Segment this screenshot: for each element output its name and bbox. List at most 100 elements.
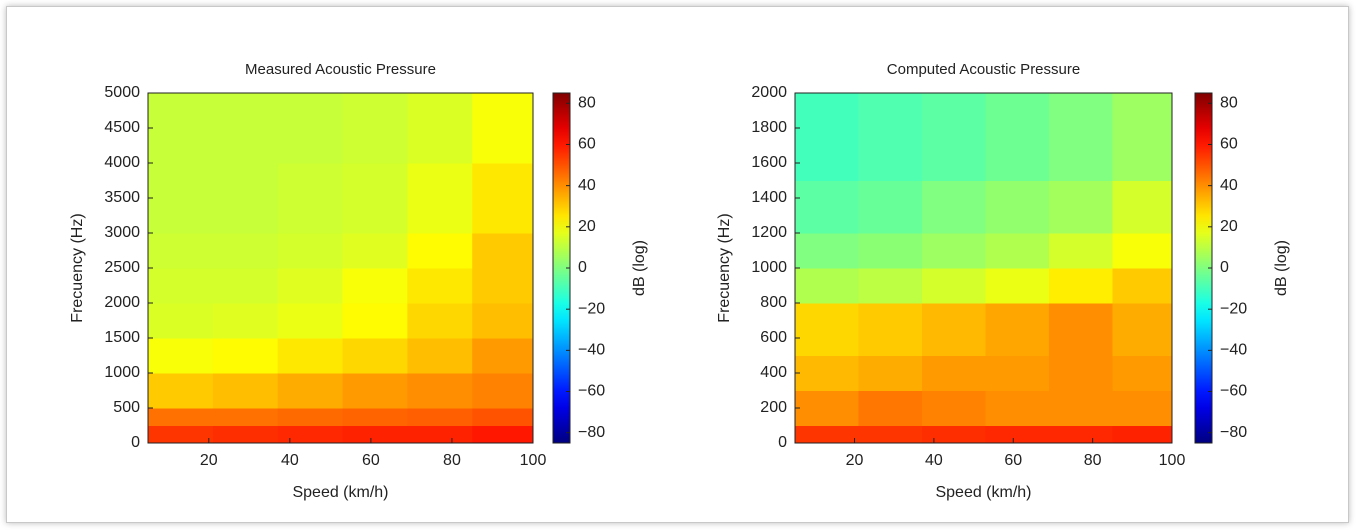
heatmap-cell — [212, 233, 279, 269]
colorbar-tick-label: 80 — [1220, 95, 1238, 112]
x-tick-label: 20 — [846, 452, 864, 469]
heatmap-cell — [407, 425, 473, 444]
heatmap-cell — [858, 425, 923, 444]
heatmap-cell — [795, 390, 859, 426]
colorbar-label: dB (log) — [631, 240, 648, 296]
x-tick-label: 40 — [925, 452, 943, 469]
heatmap-cell — [212, 373, 279, 409]
heatmap-cell — [407, 373, 473, 409]
y-tick-label: 1800 — [751, 119, 787, 136]
y-axis-label: Frecuency (Hz) — [716, 213, 733, 322]
y-tick-label: 0 — [131, 434, 140, 451]
colorbar-tick-label: 40 — [1220, 177, 1238, 194]
heatmap-cell — [858, 390, 923, 426]
x-tick-label: 60 — [1004, 452, 1022, 469]
heatmap-cell — [472, 338, 534, 374]
heatmap-cell — [1048, 180, 1113, 234]
heatmap-cell — [985, 233, 1050, 269]
x-axis-label: Speed (km/h) — [292, 484, 388, 501]
y-tick-label: 200 — [760, 399, 787, 416]
heatmap-cell — [795, 233, 859, 269]
x-tick-label: 20 — [200, 452, 218, 469]
colorbar-tick-label: −20 — [1220, 300, 1247, 317]
heatmap-cell — [212, 268, 279, 304]
heatmap-cell — [795, 355, 859, 391]
heatmap-cell — [342, 268, 408, 304]
colorbar-tick-label: 60 — [1220, 136, 1238, 153]
heatmap-cell — [858, 233, 923, 269]
heatmap-cell — [1048, 355, 1113, 391]
y-tick-label: 3000 — [104, 224, 140, 241]
heatmap-cell — [212, 408, 279, 426]
heatmap-cell — [277, 338, 344, 374]
y-tick-label: 4500 — [104, 119, 140, 136]
x-tick-label: 100 — [1159, 452, 1186, 469]
heatmap-cell — [858, 303, 923, 356]
heatmap-cell — [1112, 355, 1173, 391]
heatmap-cell — [277, 93, 344, 164]
heatmap-cell — [1112, 425, 1173, 444]
heatmap-cell — [212, 163, 279, 234]
heatmap-cell — [342, 303, 408, 339]
y-tick-label: 2000 — [104, 294, 140, 311]
colorbar-tick-label: −60 — [1220, 383, 1247, 400]
y-tick-label: 1600 — [751, 154, 787, 171]
heatmap-cell — [277, 268, 344, 304]
heatmap-cell — [342, 425, 408, 444]
heatmap-cell — [985, 93, 1050, 181]
heatmap-cell — [472, 163, 534, 234]
colorbar-tick-label: −80 — [1220, 424, 1247, 441]
heatmap-cell — [342, 408, 408, 426]
heatmap-cell — [472, 303, 534, 339]
heatmap-cell — [148, 233, 214, 269]
heatmap-cell — [342, 163, 408, 234]
y-tick-label: 800 — [760, 294, 787, 311]
heatmap-cell — [858, 180, 923, 234]
heatmap-cell — [1048, 93, 1113, 181]
heatmap-cell — [472, 268, 534, 304]
heatmap-cell — [921, 390, 986, 426]
heatmap-cell — [1048, 233, 1113, 269]
heatmap-cell — [472, 373, 534, 409]
heatmap-cell — [277, 425, 344, 444]
heatmap-cell — [277, 163, 344, 234]
heatmap-cell — [1112, 303, 1173, 356]
heatmap-cell — [407, 303, 473, 339]
heatmap-cell — [342, 338, 408, 374]
heatmap-cell — [407, 163, 473, 234]
y-tick-label: 1000 — [104, 364, 140, 381]
heatmap-cell — [1048, 303, 1113, 356]
colorbar-tick-label: 20 — [578, 218, 596, 235]
figure-frame: Measured Acoustic Pressure Speed (km/h) Fr… — [6, 6, 1349, 523]
heatmap-cell — [342, 93, 408, 164]
heatmap-cell — [148, 268, 214, 304]
heatmap-cell — [858, 93, 923, 181]
heatmap-cell — [407, 233, 473, 269]
x-tick-label: 80 — [1084, 452, 1102, 469]
x-tick-label: 80 — [443, 452, 461, 469]
heatmap-cell — [921, 425, 986, 444]
heatmap-cell — [342, 373, 408, 409]
colorbar-tick-label: 40 — [578, 177, 596, 194]
colorbar-tick-label: −20 — [578, 300, 605, 317]
heatmap-cell — [795, 180, 859, 234]
y-tick-label: 1400 — [751, 189, 787, 206]
heatmap-cell — [1112, 390, 1173, 426]
x-tick-label: 60 — [362, 452, 380, 469]
heatmap-cell — [795, 268, 859, 304]
heatmap-cell — [858, 268, 923, 304]
heatmap-cell — [921, 268, 986, 304]
y-tick-label: 0 — [778, 434, 787, 451]
colorbar-tick-label: −40 — [578, 342, 605, 359]
heatmap-cell — [985, 390, 1050, 426]
y-tick-label: 4000 — [104, 154, 140, 171]
heatmap-cell — [472, 233, 534, 269]
y-axis-label: Frecuency (Hz) — [69, 213, 86, 322]
y-tick-label: 1500 — [104, 329, 140, 346]
heatmap-cell — [212, 93, 279, 164]
heatmap-cell — [472, 93, 534, 164]
heatmap-cell — [148, 408, 214, 426]
heatmap-cell — [921, 233, 986, 269]
heatmap-cell — [921, 303, 986, 356]
colorbar-tick-label: 60 — [578, 136, 596, 153]
